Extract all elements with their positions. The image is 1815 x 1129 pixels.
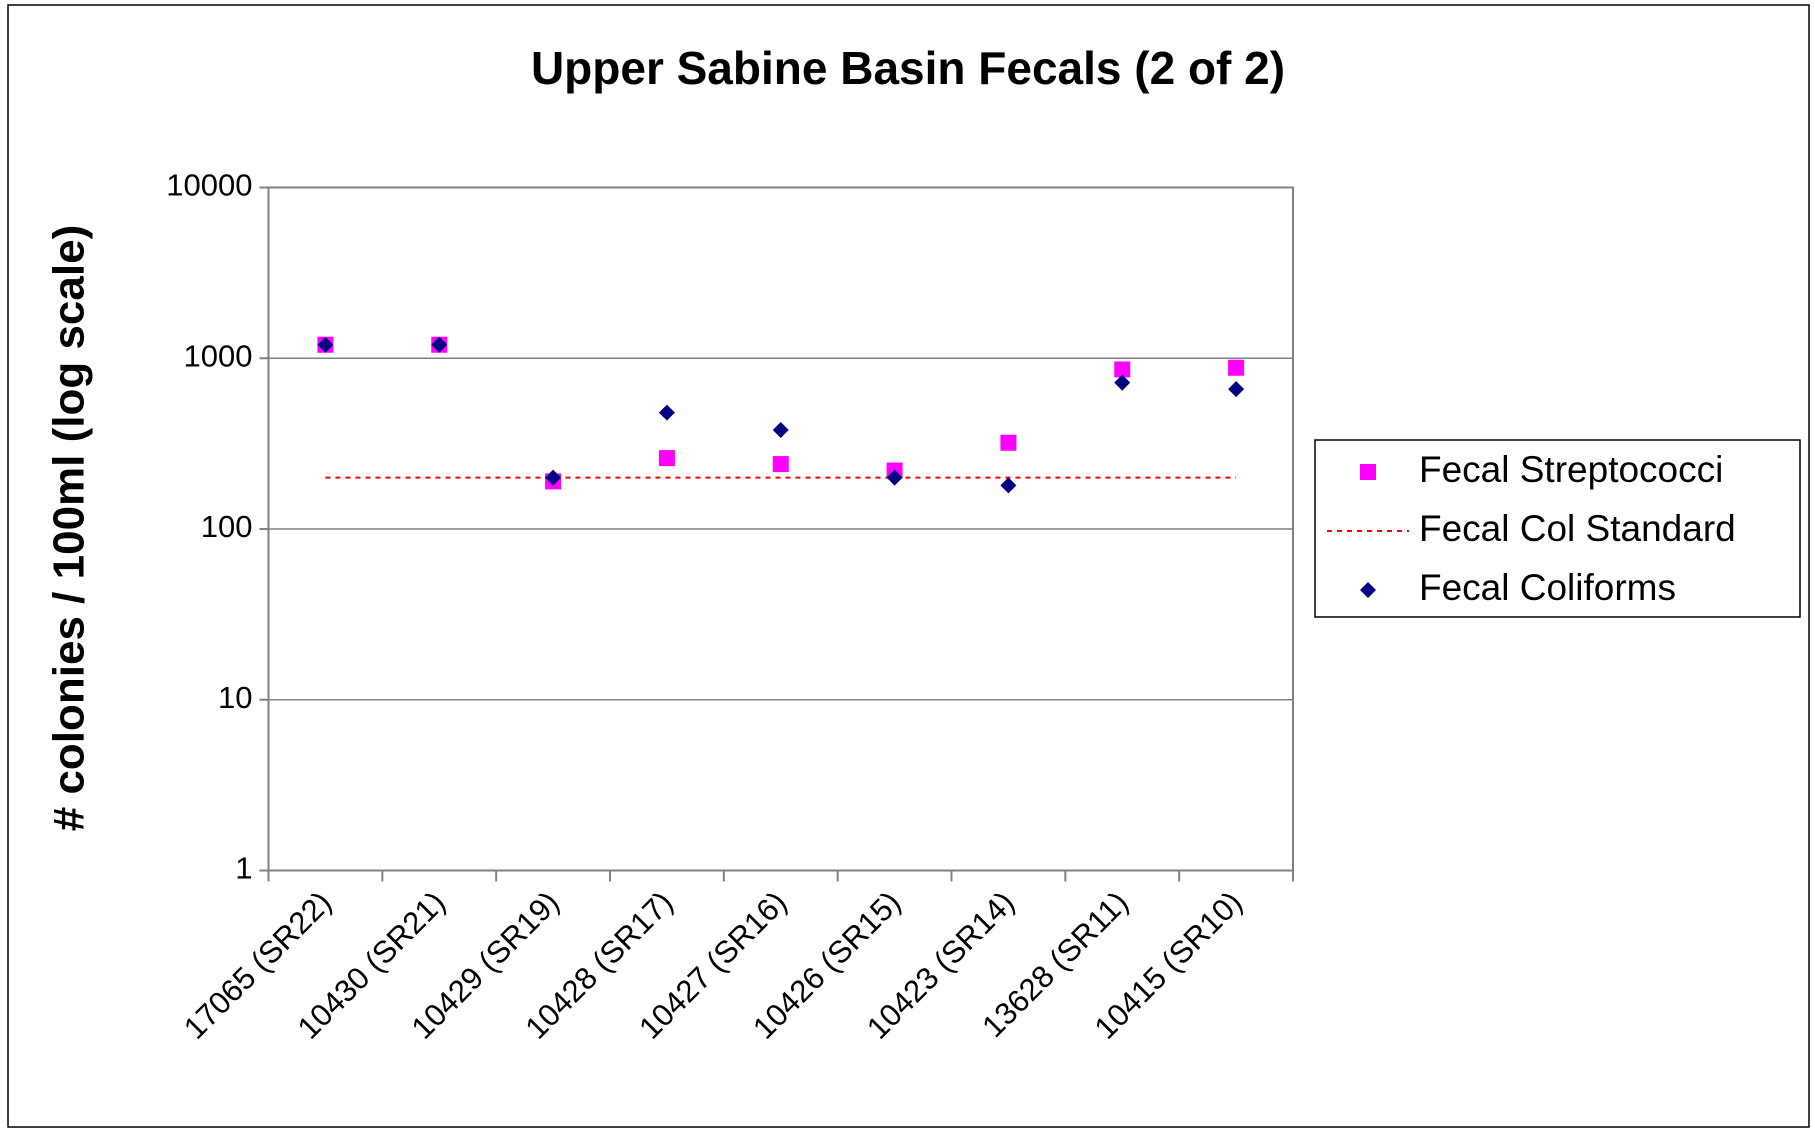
point — [658, 450, 675, 467]
legend-swatch — [1360, 582, 1376, 598]
legend-label: Fecal Streptococci — [1419, 449, 1723, 490]
point — [545, 469, 562, 486]
y-tick-label: 1 — [235, 851, 252, 886]
point — [1114, 361, 1131, 378]
point — [431, 336, 448, 353]
point — [772, 422, 789, 439]
point — [1228, 381, 1245, 398]
y-tick-label: 10 — [218, 680, 252, 715]
y-tick-label: 1000 — [184, 338, 253, 373]
point — [1000, 434, 1017, 451]
legend-label: Fecal Col Standard — [1419, 508, 1736, 549]
point — [1000, 477, 1017, 494]
legend-label: Fecal Coliforms — [1419, 567, 1676, 608]
y-tick-label: 10000 — [166, 168, 252, 203]
point — [317, 336, 334, 353]
point — [1228, 359, 1245, 376]
point — [1114, 374, 1131, 391]
chart-title: Upper Sabine Basin Fecals (2 of 2) — [531, 42, 1285, 94]
y-tick-label: 100 — [201, 509, 253, 544]
legend-box — [1314, 439, 1801, 618]
point — [658, 404, 675, 421]
legend-swatch — [1360, 464, 1376, 480]
y-axis-label: # colonies / 100ml (log scale) — [45, 225, 94, 831]
point — [886, 469, 903, 486]
point — [772, 456, 789, 473]
